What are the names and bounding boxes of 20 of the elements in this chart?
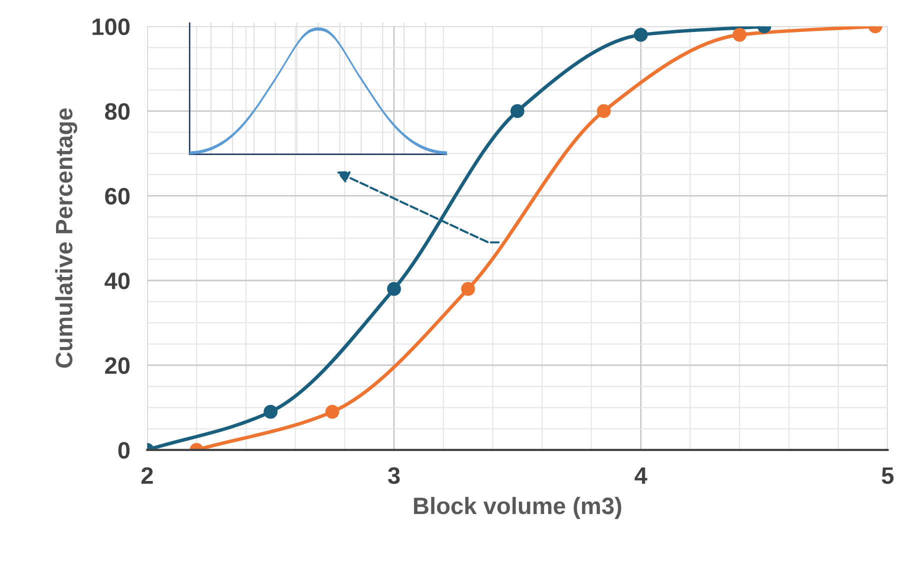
- x-tick-label: 5: [882, 467, 894, 484]
- point: [264, 404, 278, 419]
- y-tick-label: 60: [105, 188, 130, 205]
- point: [387, 282, 401, 296]
- y-axis-title: Cumulative Percentage: [55, 108, 78, 368]
- x-tick-label: 3: [388, 467, 400, 484]
- x-axis-title: Block volume (m3): [414, 496, 622, 519]
- point: [510, 104, 524, 118]
- point: [634, 28, 648, 42]
- y-tick-label: 40: [104, 272, 130, 290]
- point: [732, 28, 746, 42]
- x-tick-label: 2: [141, 467, 153, 484]
- point: [596, 104, 611, 118]
- y-tick-label: 100: [92, 18, 130, 36]
- y-tick-label: 20: [105, 357, 130, 374]
- point: [461, 282, 475, 296]
- x-tick-label: 4: [634, 467, 648, 484]
- y-tick-label: 80: [105, 103, 130, 120]
- y-tick-label: 0: [118, 442, 130, 459]
- point: [325, 404, 340, 419]
